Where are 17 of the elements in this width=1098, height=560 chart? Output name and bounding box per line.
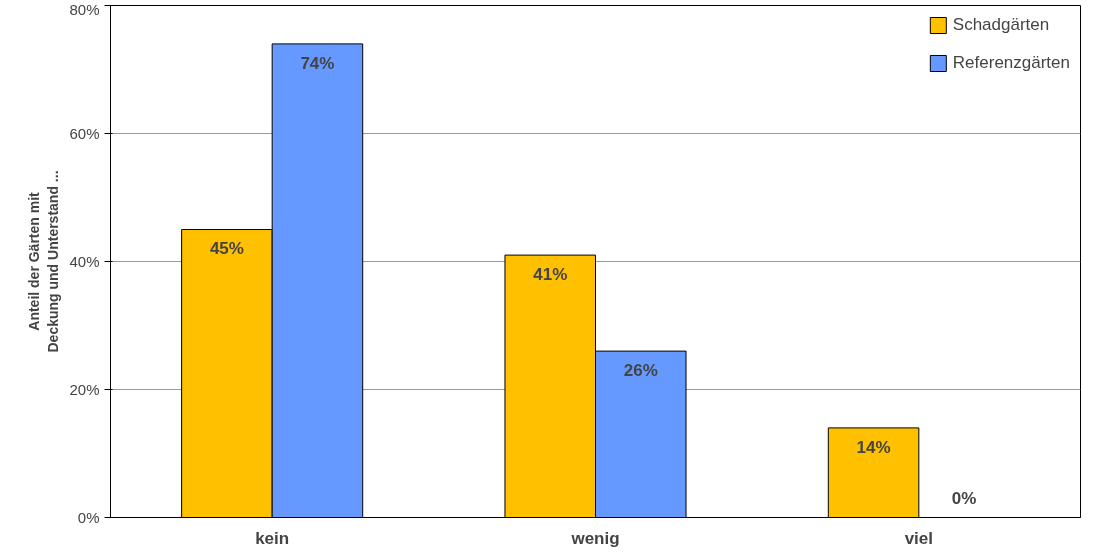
y-axis-title: Anteil der Gärten mit Deckung und Unterstand ... [26,170,62,353]
x-tick-label: kein [255,528,290,548]
y-tick-label: 20% [69,381,100,398]
y-tick-label: 80% [69,0,100,18]
legend-label: Schadgärten [952,15,1050,35]
y-tick-label: 0% [77,509,100,526]
data-label: 0% [951,488,977,508]
data-label: 14% [856,437,891,457]
data-label: 41% [533,264,568,284]
y-tick-label: 60% [69,125,100,142]
y-tick-label: 40% [69,253,100,270]
data-label: 45% [209,239,244,259]
legend-label: Referenzgärten [952,53,1070,73]
data-label: 26% [623,360,658,380]
x-tick-label: viel [904,528,934,548]
data-label: 74% [300,53,335,73]
x-tick-label: wenig [570,528,620,548]
